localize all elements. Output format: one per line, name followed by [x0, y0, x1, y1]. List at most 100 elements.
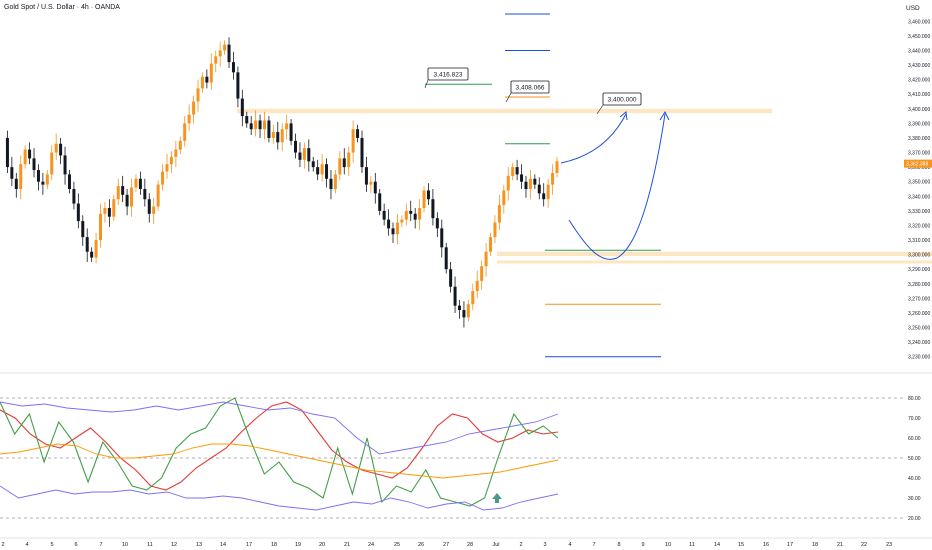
candle-body — [205, 76, 209, 83]
candle-body — [294, 140, 298, 153]
time-tick-label: 17 — [246, 542, 252, 548]
price-annotations: 3,416.823 3,408.066 3,400.000 — [424, 67, 642, 115]
candle-body — [196, 88, 200, 102]
annotation-box — [427, 67, 469, 81]
candle-body — [471, 291, 475, 305]
candle-body — [546, 184, 550, 200]
time-axis: 2 4 5 6 7 10 11 12 13 14 17 18 19 20 21 24 25 26 27 28 Jul 2 3… — [1, 542, 892, 548]
price-tick-label: 3,300.000 — [908, 253, 930, 259]
candle-body — [59, 143, 63, 156]
price-tick-label: 3,370.000 — [908, 151, 930, 157]
oscillator-series-line — [0, 401, 559, 491]
candle-body — [431, 199, 435, 219]
zone — [497, 251, 932, 257]
candle-body — [453, 286, 457, 306]
oscillator-tick-label: 20.00 — [908, 516, 921, 522]
candle-body — [130, 187, 134, 207]
time-tick-label: Jul — [492, 542, 499, 548]
time-tick-label: 20 — [319, 542, 325, 548]
current-price-tag — [904, 159, 932, 168]
candle-body — [28, 149, 32, 159]
candle-body — [342, 158, 346, 168]
candle-body — [520, 174, 524, 182]
candle-body — [169, 156, 173, 165]
candle-body — [409, 210, 413, 214]
time-tick-label: 6 — [74, 542, 77, 548]
price-tick-label: 3,320.000 — [908, 223, 930, 229]
time-tick-label: 11 — [147, 542, 153, 548]
candle-body — [551, 172, 555, 185]
candle-body — [45, 174, 49, 185]
candle-body — [533, 178, 537, 185]
time-tick-label: 10 — [665, 542, 671, 548]
candle-body — [138, 178, 142, 189]
arrow-head — [659, 110, 670, 121]
time-tick-label: 8 — [617, 542, 620, 548]
candle-body — [497, 205, 501, 223]
annotation-leader — [505, 92, 512, 103]
candle-body — [152, 206, 156, 214]
annotation-label: 3,416.823 — [434, 72, 463, 79]
candle-body — [200, 76, 204, 89]
time-tick-label: 4 — [568, 542, 571, 548]
time-tick-label: 25 — [394, 542, 400, 548]
currency-label: USD — [906, 5, 920, 12]
candle-body — [400, 219, 404, 223]
candle-body — [231, 62, 235, 73]
time-tick-label: 2 — [519, 542, 522, 548]
candle-body — [302, 148, 306, 160]
candle-body — [515, 167, 519, 175]
grid — [0, 372, 932, 539]
candle-body — [112, 199, 116, 217]
oscillator-pane: 80.00 70.00 60.00 50.00 40.00 30.00 20.00 — [0, 396, 921, 522]
candle-body — [50, 152, 54, 175]
candle-body — [298, 152, 302, 160]
candle-body — [183, 123, 187, 141]
candle-body — [449, 269, 453, 287]
price-tick-label: 3,420.000 — [908, 78, 930, 84]
time-tick-label: 18 — [812, 542, 818, 548]
zone — [237, 108, 772, 114]
candle-body — [41, 181, 45, 185]
candle-body — [391, 228, 395, 235]
chart-title: Gold Spot / U.S. Dollar · 4h · OANDA — [4, 4, 120, 11]
candle-body — [364, 167, 368, 185]
candle-body — [218, 50, 222, 57]
oscillator-series-line — [0, 443, 559, 479]
price-tick-label: 3,460.000 — [908, 19, 930, 25]
time-tick-label: 21 — [837, 542, 843, 548]
candle-body — [174, 149, 178, 157]
oscillator-tick-label: 30.00 — [908, 496, 921, 502]
price-tick-label: 3,400.000 — [908, 107, 930, 113]
oscillator-tick-label: 70.00 — [908, 416, 921, 422]
candle-body — [245, 116, 249, 124]
time-tick-label: 17 — [787, 542, 793, 548]
current-price-label: 3,362.388 — [906, 162, 928, 168]
price-tick-label: 3,430.000 — [908, 63, 930, 69]
candle-body — [165, 164, 169, 172]
time-tick-label: 15 — [738, 542, 744, 548]
candle-body — [214, 56, 218, 64]
time-tick-label: 14 — [714, 542, 720, 548]
price-tick-label: 3,440.000 — [908, 48, 930, 54]
candle-body — [107, 207, 111, 217]
candle-body — [10, 167, 14, 179]
candle-body — [147, 199, 151, 214]
candle-body — [422, 190, 426, 208]
time-tick-label: 24 — [368, 542, 374, 548]
price-tick-label: 3,270.000 — [908, 296, 930, 302]
candle-body — [311, 161, 315, 168]
time-tick-label: 3 — [543, 542, 546, 548]
candle-body — [356, 129, 360, 138]
candle-body — [426, 190, 430, 200]
candle-body — [72, 189, 76, 204]
candle-body — [134, 178, 138, 188]
projection-arrows — [560, 110, 670, 260]
candle-body — [506, 175, 510, 191]
candle-body — [360, 137, 364, 168]
time-tick-label: 22 — [861, 542, 867, 548]
candle-body — [413, 213, 417, 220]
candle-body — [484, 251, 488, 267]
projection-arrow — [560, 113, 627, 164]
